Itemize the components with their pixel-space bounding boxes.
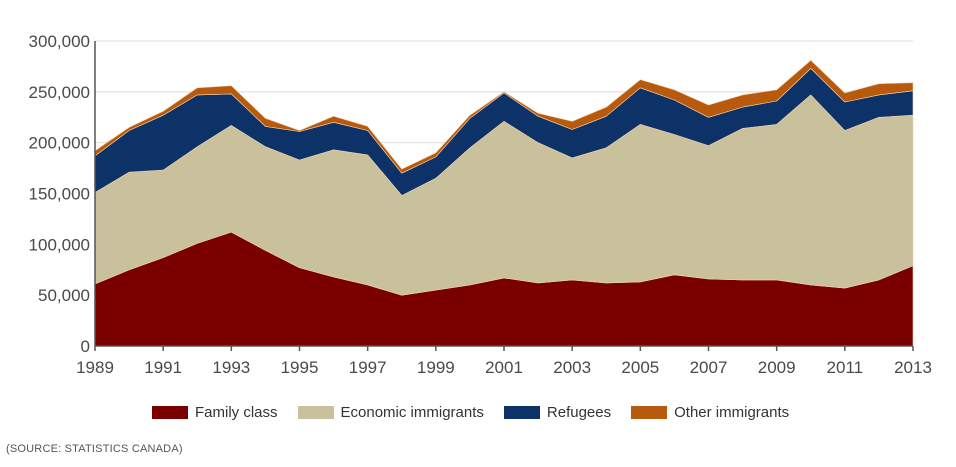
y-tick-label: 200,000 <box>29 134 90 153</box>
y-tick-label: 250,000 <box>29 83 90 102</box>
legend-swatch <box>297 406 334 419</box>
legend-item-family-class: Family class <box>152 404 278 421</box>
legend-label: Economic immigrants <box>340 404 484 421</box>
stacked-area-chart: 0 50,000 100,000 150,000 200,000 250,000 300,0… <box>29 32 932 377</box>
x-tick-label: 1993 <box>212 358 250 377</box>
legend-swatch <box>152 406 188 419</box>
x-tick-label: 2013 <box>894 358 932 377</box>
y-tick-label: 300,000 <box>29 32 90 51</box>
x-tick-label: 2007 <box>690 358 728 377</box>
legend-item-other-immigrants: Other immigrants <box>631 404 789 421</box>
legend-label: Other immigrants <box>674 404 790 421</box>
x-tick-label: 1999 <box>417 358 455 377</box>
y-tick-labels: 0 50,000 100,000 150,000 200,000 250,000 300,0… <box>29 32 90 356</box>
y-tick-label: 150,000 <box>29 185 90 204</box>
y-tick-label: 100,000 <box>29 235 90 254</box>
x-tick-label: 1995 <box>281 358 319 377</box>
legend-item-refugees: Refugees <box>503 404 612 421</box>
x-tick-label: 1997 <box>349 358 387 377</box>
legend-label: Family class <box>195 404 278 421</box>
y-tick-label: 0 <box>81 337 90 356</box>
x-tick-label: 1989 <box>76 358 114 377</box>
area-series <box>94 60 914 347</box>
legend: Family class Economic immigrants Refugee… <box>152 404 809 421</box>
x-tick-label: 2011 <box>827 358 864 377</box>
area-other-immigrants <box>94 60 914 174</box>
legend-swatch <box>503 406 540 419</box>
legend-label: Refugees <box>546 404 612 421</box>
x-tick-label: 1991 <box>144 358 182 377</box>
source-note: (SOURCE: STATISTICS CANADA) <box>6 443 183 455</box>
y-tick-label: 50,000 <box>38 286 90 305</box>
legend-item-economic-immigrants: Economic immigrants <box>297 404 484 421</box>
axes <box>94 41 914 351</box>
legend-swatch <box>631 406 668 419</box>
x-tick-label: 2001 <box>485 358 523 377</box>
x-tick-labels: 1989 1991 1993 1995 1997 1999 2001 2003 2005 2007… <box>76 358 932 377</box>
x-tick-label: 2003 <box>553 358 591 377</box>
x-tick-label: 2005 <box>621 358 659 377</box>
x-tick-label: 2009 <box>758 358 796 377</box>
